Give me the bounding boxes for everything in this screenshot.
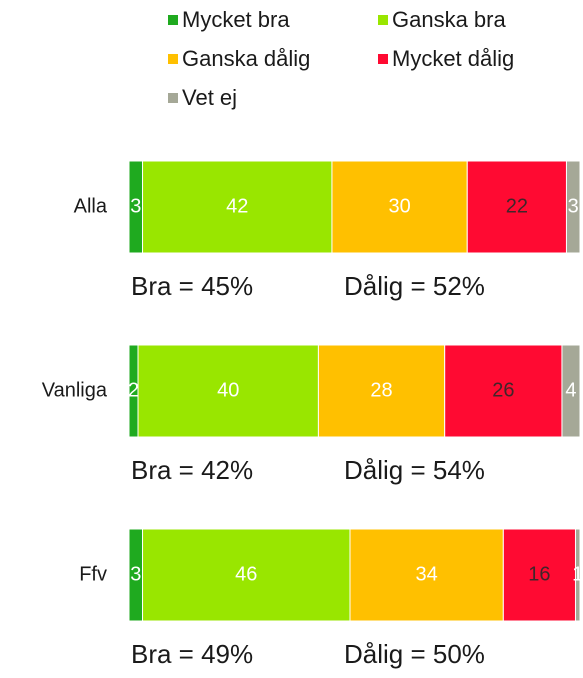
legend-marker (168, 15, 178, 25)
category-label: Ffv (79, 563, 107, 585)
bar-segment (349, 528, 504, 622)
data-label: 4 (565, 379, 576, 401)
bar-segment (137, 344, 319, 438)
legend-marker (378, 54, 388, 64)
data-label: 46 (235, 563, 257, 585)
legend-marker (168, 54, 178, 64)
bar-segment (561, 344, 581, 438)
legend-label: Mycket bra (182, 7, 290, 32)
annotation: Bra = 42% (131, 455, 253, 485)
data-label: 30 (388, 195, 410, 217)
bar-segment (142, 160, 333, 254)
data-label: 40 (217, 379, 239, 401)
bar-segment (574, 528, 581, 622)
bar-segment (142, 528, 351, 622)
data-label: 16 (528, 563, 550, 585)
bar-segment (466, 160, 567, 254)
annotation: Bra = 49% (131, 639, 253, 669)
data-label: 34 (416, 563, 438, 585)
legend-label: Vet ej (182, 85, 237, 110)
bar-segment (502, 528, 576, 622)
data-label: 28 (370, 379, 392, 401)
legend-label: Mycket dålig (392, 46, 514, 71)
data-label: 22 (506, 195, 528, 217)
category-label: Vanliga (42, 379, 108, 401)
bar-segment (444, 344, 563, 438)
bar-segment (565, 160, 581, 254)
bar-segment (331, 160, 468, 254)
data-label: 3 (568, 195, 579, 217)
data-label: 42 (226, 195, 248, 217)
annotation: Dålig = 50% (344, 639, 485, 669)
annotation: Dålig = 52% (344, 271, 485, 301)
category-label: Alla (74, 195, 108, 217)
legend-label: Ganska dålig (182, 46, 310, 71)
legend-marker (168, 93, 178, 103)
legend-label: Ganska bra (392, 7, 506, 32)
data-label: 3 (130, 563, 141, 585)
data-label: 1 (572, 563, 583, 585)
data-label: 26 (492, 379, 514, 401)
data-label: 3 (130, 195, 141, 217)
legend-marker (378, 15, 388, 25)
bar-segment (317, 344, 446, 438)
data-label: 2 (128, 379, 139, 401)
annotation: Dålig = 54% (344, 455, 485, 485)
annotation: Bra = 45% (131, 271, 253, 301)
